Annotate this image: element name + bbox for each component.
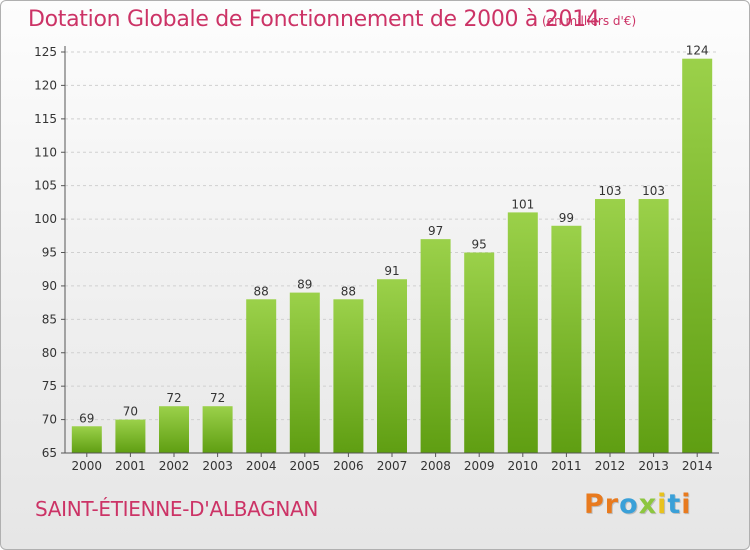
bar-value-label: 91	[384, 264, 399, 278]
y-tick-label: 90	[42, 279, 57, 293]
bar	[202, 406, 233, 453]
y-tick-label: 95	[42, 246, 57, 260]
y-tick-label: 110	[34, 145, 57, 159]
x-tick-label: 2000	[72, 459, 103, 473]
x-tick-label: 2002	[159, 459, 190, 473]
bar-value-label: 101	[511, 197, 534, 211]
x-tick-label: 2012	[595, 459, 626, 473]
y-tick-label: 65	[42, 446, 57, 460]
y-tick-label: 100	[34, 212, 57, 226]
x-tick-label: 2014	[682, 459, 713, 473]
bar-value-label: 89	[297, 278, 312, 292]
bar	[551, 225, 582, 453]
bar	[420, 239, 451, 453]
commune-name: SAINT-ÉTIENNE-D'ALBAGNAN	[35, 497, 319, 521]
x-tick-label: 2011	[551, 459, 582, 473]
y-tick-label: 115	[34, 112, 57, 126]
x-tick-label: 2009	[464, 459, 495, 473]
x-tick-label: 2013	[638, 459, 669, 473]
bar-value-label: 103	[599, 184, 622, 198]
y-tick-label: 125	[34, 45, 57, 59]
bar-value-label: 72	[166, 391, 181, 405]
bar-value-label: 70	[123, 405, 138, 419]
bar-value-label: 72	[210, 391, 225, 405]
logo-letter: r	[604, 489, 620, 520]
bars: 69 70 72 72 88 89 88 91 97 95 101 99 103 103 124	[71, 44, 713, 453]
x-tick-label: 2007	[377, 459, 408, 473]
bar-value-label: 124	[686, 44, 709, 58]
bar	[333, 299, 364, 453]
x-tick-label: 2003	[202, 459, 233, 473]
bar	[464, 252, 495, 453]
x-tick-label: 2001	[115, 459, 146, 473]
bar-value-label: 88	[254, 284, 269, 298]
bar-value-label: 69	[79, 411, 94, 425]
logo-letter: o	[619, 489, 639, 520]
bar-value-label: 88	[341, 284, 356, 298]
bar	[377, 279, 407, 453]
logo-letter: i	[681, 489, 692, 520]
proxiti-logo[interactable]: Proxiti	[584, 489, 692, 520]
x-tick-label: 2004	[246, 459, 277, 473]
chart-title: Dotation Globale de Fonctionnement de 20…	[28, 7, 600, 32]
bar	[246, 299, 277, 453]
x-tick-label: 2006	[333, 459, 364, 473]
bar-value-label: 95	[472, 238, 487, 252]
y-tick-label: 105	[34, 179, 57, 193]
logo-letter: x	[638, 489, 658, 520]
y-tick-label: 85	[42, 312, 57, 326]
logo-letter: t	[667, 489, 682, 520]
logo-letter: P	[584, 489, 605, 520]
x-tick-label: 2005	[290, 459, 321, 473]
y-tick-label: 70	[42, 413, 57, 427]
logo-letter: i	[657, 489, 668, 520]
bar	[115, 419, 146, 453]
bar	[159, 406, 189, 453]
bar	[71, 426, 102, 453]
axes: 65 70 75 80 85 90 95 100 105 110 115 120 125 2000 2001…	[34, 45, 719, 473]
bar	[595, 199, 625, 453]
bar	[507, 212, 538, 453]
x-tick-label: 2010	[508, 459, 539, 473]
y-tick-label: 80	[42, 346, 57, 360]
bar-value-label: 97	[428, 224, 443, 238]
bar	[638, 199, 669, 453]
y-tick-label: 120	[34, 78, 57, 92]
bar	[682, 58, 713, 453]
bar	[289, 292, 320, 453]
x-tick-label: 2008	[420, 459, 451, 473]
y-tick-label: 75	[42, 379, 57, 393]
bar-value-label: 99	[559, 211, 574, 225]
bar-value-label: 103	[642, 184, 665, 198]
unit-note: (en milliers d'€)	[542, 14, 637, 28]
